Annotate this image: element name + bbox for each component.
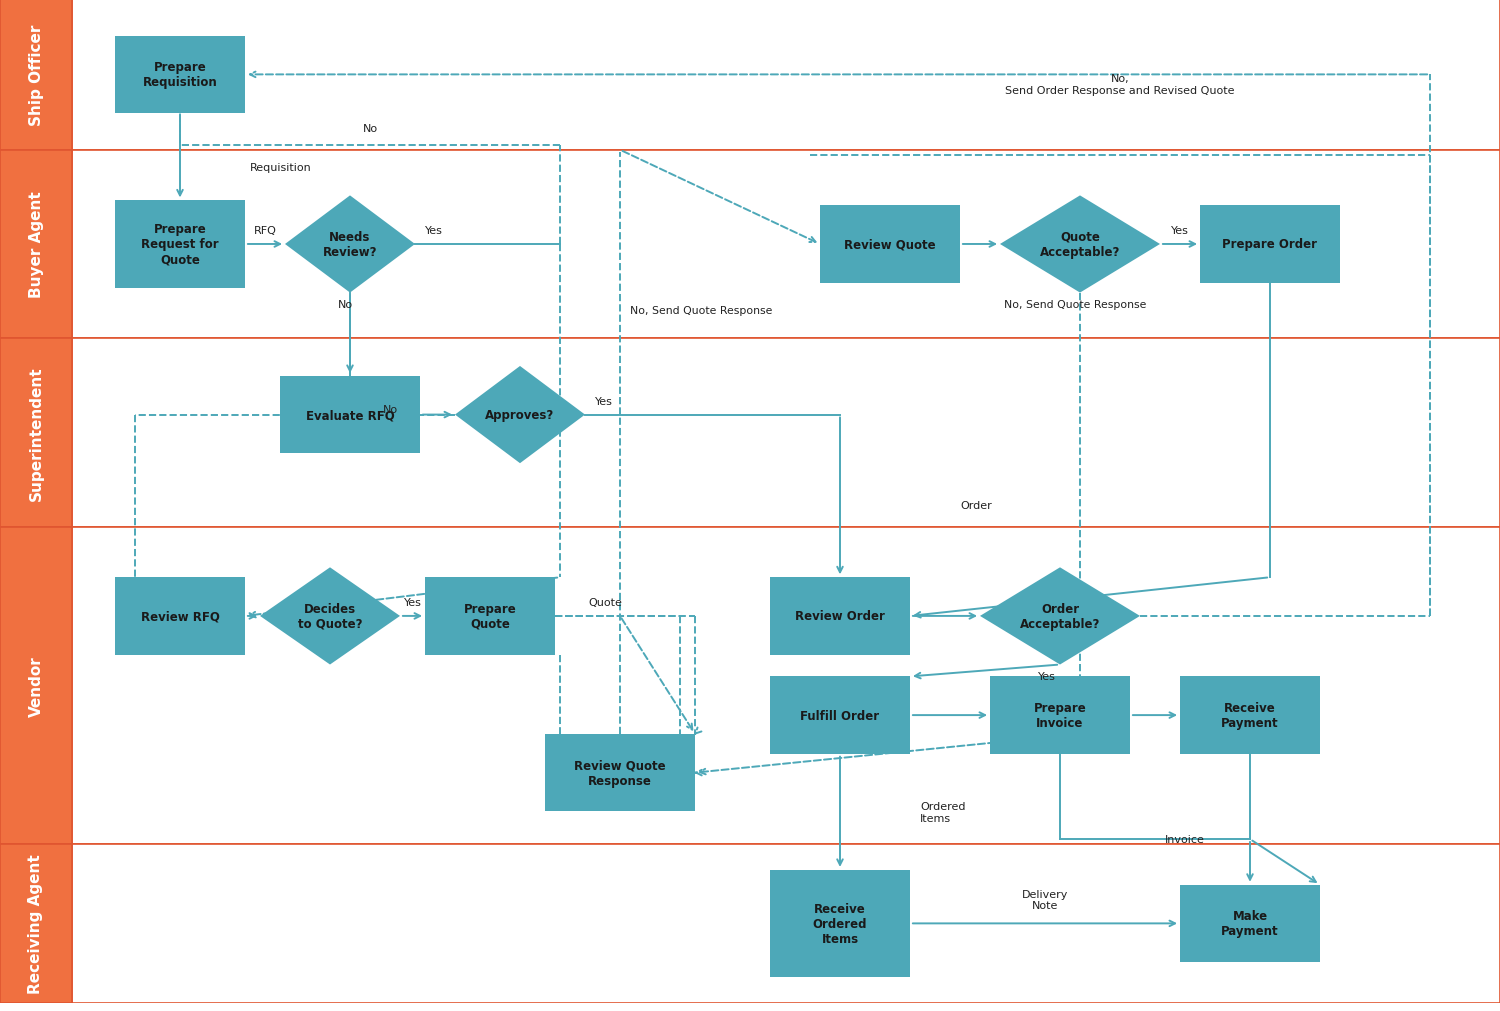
Text: Invoice: Invoice — [1166, 834, 1204, 844]
Text: Review Quote: Review Quote — [844, 239, 936, 251]
Text: No,
Send Order Response and Revised Quote: No, Send Order Response and Revised Quot… — [1005, 75, 1234, 96]
Text: Requisition: Requisition — [251, 163, 312, 173]
Bar — [72, 0, 1500, 151]
Text: Fulfill Order: Fulfill Order — [801, 709, 879, 722]
Text: No: No — [382, 404, 398, 415]
Polygon shape — [1000, 196, 1160, 293]
Text: Review Order: Review Order — [795, 610, 885, 623]
Text: Superintendent: Superintendent — [28, 366, 44, 500]
Text: Yes: Yes — [424, 225, 442, 236]
Text: Buyer Agent: Buyer Agent — [28, 191, 44, 298]
Bar — [0, 339, 72, 527]
Text: No, Send Quote Response: No, Send Quote Response — [1004, 300, 1146, 310]
Text: Ordered
Items: Ordered Items — [920, 801, 966, 823]
Text: Prepare
Quote: Prepare Quote — [464, 603, 516, 630]
Bar — [280, 376, 420, 454]
Text: Ship Officer: Ship Officer — [28, 24, 44, 126]
Text: Evaluate RFQ: Evaluate RFQ — [306, 408, 395, 422]
Text: Receive
Ordered
Items: Receive Ordered Items — [813, 902, 867, 945]
Text: Order
Acceptable?: Order Acceptable? — [1020, 603, 1100, 630]
Text: Vendor: Vendor — [28, 655, 44, 716]
Text: Receiving Agent: Receiving Agent — [28, 853, 44, 993]
Bar — [770, 676, 910, 754]
Bar — [72, 844, 1500, 1003]
Bar — [72, 339, 1500, 527]
Bar — [116, 201, 244, 288]
Text: Prepare
Request for
Quote: Prepare Request for Quote — [141, 223, 219, 266]
Polygon shape — [454, 367, 585, 464]
Text: Delivery
Note: Delivery Note — [1022, 889, 1068, 911]
Text: Receive
Payment: Receive Payment — [1221, 702, 1280, 729]
Bar — [72, 151, 1500, 339]
Text: Yes: Yes — [404, 598, 422, 608]
Bar — [1180, 885, 1320, 962]
Bar — [770, 577, 910, 655]
Bar — [1200, 206, 1340, 283]
Text: Yes: Yes — [596, 396, 613, 406]
Bar — [0, 151, 72, 339]
Bar — [990, 676, 1130, 754]
Polygon shape — [285, 196, 416, 293]
Text: No, Send Quote Response: No, Send Quote Response — [630, 306, 772, 316]
Text: RFQ: RFQ — [254, 225, 276, 236]
Text: Quote
Acceptable?: Quote Acceptable? — [1040, 231, 1120, 259]
Text: No: No — [363, 123, 378, 133]
Bar — [72, 527, 1500, 844]
Text: Yes: Yes — [1038, 671, 1056, 681]
Text: No: No — [338, 300, 352, 310]
Text: Needs
Review?: Needs Review? — [322, 231, 378, 259]
Bar — [0, 0, 72, 151]
Bar — [116, 577, 244, 655]
Bar — [116, 36, 244, 114]
Bar — [821, 206, 960, 283]
Text: Prepare
Requisition: Prepare Requisition — [142, 62, 218, 89]
Text: Make
Payment: Make Payment — [1221, 910, 1280, 937]
Text: Review Quote
Response: Review Quote Response — [574, 759, 666, 787]
Text: Decides
to Quote?: Decides to Quote? — [297, 603, 363, 630]
Text: Quote: Quote — [588, 598, 622, 608]
Text: Review RFQ: Review RFQ — [141, 610, 219, 623]
Text: Prepare Order: Prepare Order — [1222, 239, 1317, 251]
Bar — [424, 577, 555, 655]
Bar — [544, 734, 694, 812]
Bar — [1180, 676, 1320, 754]
Text: Prepare
Invoice: Prepare Invoice — [1034, 702, 1086, 729]
Text: Yes: Yes — [1172, 225, 1190, 236]
Text: Approves?: Approves? — [486, 408, 555, 422]
Bar — [0, 844, 72, 1003]
Polygon shape — [980, 568, 1140, 665]
Text: Order: Order — [960, 500, 992, 511]
Bar — [0, 527, 72, 844]
Bar — [770, 869, 910, 977]
Polygon shape — [260, 568, 400, 665]
